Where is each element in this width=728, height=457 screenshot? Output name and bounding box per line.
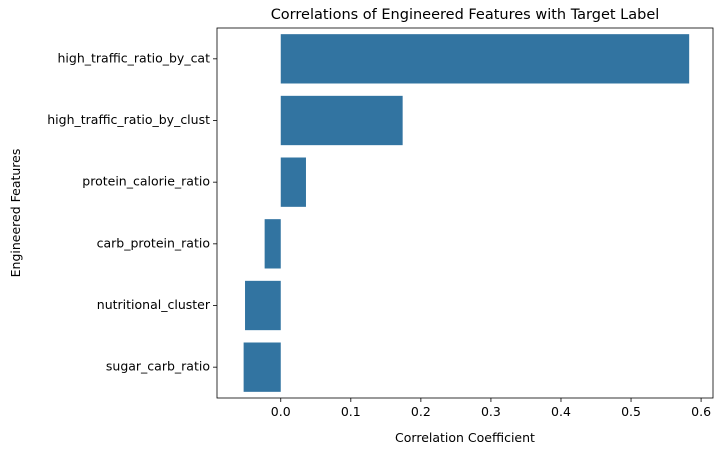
bar-carb_protein_ratio bbox=[264, 219, 281, 269]
y-tick-label: high_traffic_ratio_by_clust bbox=[47, 112, 210, 127]
bar-high_traffic_ratio_by_clust bbox=[280, 95, 403, 146]
bar-protein_calorie_ratio bbox=[280, 157, 306, 207]
bars-layer bbox=[243, 34, 690, 392]
chart-title: Correlations of Engineered Features with… bbox=[271, 7, 660, 23]
x-tick-label: 0.0 bbox=[271, 404, 291, 419]
bar-high_traffic_ratio_by_cat bbox=[280, 34, 690, 84]
x-tick-label: 0.3 bbox=[481, 404, 501, 419]
y-tick-label: carb_protein_ratio bbox=[97, 235, 210, 250]
x-tick-label: 0.4 bbox=[551, 404, 571, 419]
y-axis-title: Engineered Features bbox=[8, 149, 23, 278]
x-tick-label: 0.1 bbox=[341, 404, 361, 419]
y-tick-label: protein_calorie_ratio bbox=[82, 174, 210, 189]
x-tick-label: 0.2 bbox=[411, 404, 431, 419]
y-tick-label: sugar_carb_ratio bbox=[106, 359, 210, 374]
bar-sugar_carb_ratio bbox=[243, 342, 281, 392]
x-axis: 0.0 0.1 0.2 0.3 0.4 0.5 0.6 bbox=[271, 398, 711, 419]
x-tick-label: 0.6 bbox=[691, 404, 711, 419]
plot-frame bbox=[216, 27, 714, 399]
y-tick-label: nutritional_cluster bbox=[97, 297, 211, 312]
y-tick-label: high_traffic_ratio_by_cat bbox=[58, 50, 211, 65]
y-axis: high_traffic_ratio_by_cat high_traffic_ra… bbox=[47, 50, 217, 374]
x-axis-title: Correlation Coefficient bbox=[395, 430, 535, 445]
bar-nutritional_cluster bbox=[245, 280, 281, 331]
x-tick-label: 0.5 bbox=[621, 404, 641, 419]
